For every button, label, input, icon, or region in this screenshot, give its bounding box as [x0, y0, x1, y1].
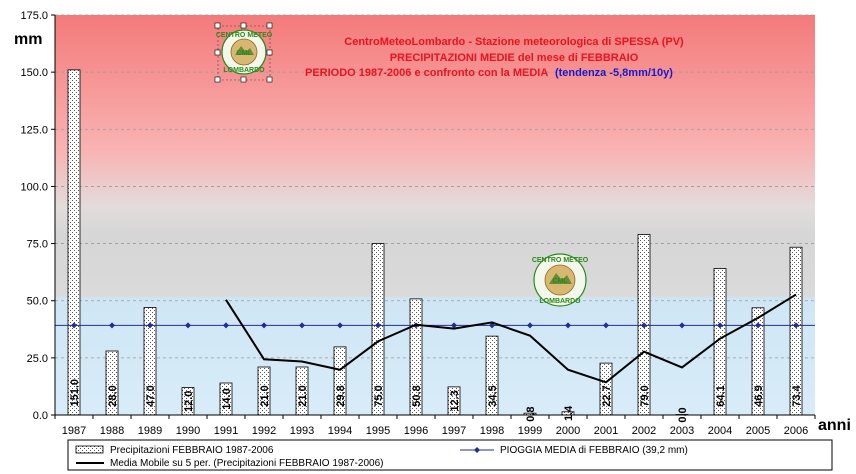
x-tick-label: 2006 [784, 425, 808, 437]
x-tick-label: 1998 [480, 425, 504, 437]
x-tick-label: 1995 [366, 425, 390, 437]
mean-line-marker [71, 322, 77, 329]
mean-line-marker [793, 322, 799, 329]
logo-top-text-3: CML [236, 50, 252, 57]
chart-title-line-2: PRECIPITAZIONI MEDIE del mese di FEBBRAI… [390, 52, 639, 64]
mean-line-marker [261, 322, 267, 329]
mean-line-marker [337, 322, 343, 329]
logo-mid-text-3: CML [552, 278, 568, 285]
logo-top-text-2: LOMBARDO [223, 67, 265, 74]
legend-label-bars: Precipitazioni FEBBRAIO 1987-2006 [110, 445, 274, 456]
mean-line-series [55, 322, 815, 329]
bar-data-label: 47.0 [145, 385, 157, 406]
bar-data-label: 22.7 [601, 385, 613, 406]
legend-box [67, 439, 833, 471]
y-axis-label: mm [14, 31, 42, 48]
mean-line-marker [451, 322, 457, 329]
bar-data-label: 50.8 [411, 385, 423, 406]
y-axis-ticks: 0.0 25.0 50.0 75.0 100.0 125.0 150.0 175.0 [20, 10, 55, 422]
legend-swatch-bars [75, 445, 104, 454]
mean-line-marker [527, 322, 533, 329]
chart-title-period: PERIODO 1987-2006 e confronto con la MED… [305, 67, 548, 79]
x-tick-label: 1999 [518, 425, 542, 437]
x-tick-label: 2002 [632, 425, 656, 437]
y-tick-label: 50.0 [27, 296, 48, 308]
legend-label-moving-average: Media Mobile su 5 per. (Precipitazioni F… [110, 458, 383, 469]
x-tick-label: 1990 [176, 425, 200, 437]
bar-data-label: 79.0 [639, 385, 651, 406]
x-tick-label: 1994 [328, 425, 352, 437]
logo-mid: CENTRO METEO LOMBARDO CML [532, 253, 589, 307]
x-tick-label: 1987 [62, 425, 86, 437]
legend: Precipitazioni FEBBRAIO 1987-2006 PIOGGI… [67, 439, 833, 471]
mean-line-marker [755, 322, 761, 329]
y-tick-label: 25.0 [27, 353, 48, 365]
chart-title-line-1: CentroMeteoLombardo - Stazione meteorolo… [344, 36, 684, 48]
x-tick-label: 1997 [442, 425, 466, 437]
logo-mid-text-2: LOMBARDO [539, 298, 581, 305]
x-tick-label: 2005 [746, 425, 770, 437]
x-axis-label: anni [818, 417, 851, 434]
bar-data-labels: 151.0 28.0 47.0 12.0 14.0 21.0 21.0 29.8 75.0 50.… [69, 379, 803, 423]
x-tick-label: 2000 [556, 425, 580, 437]
bar-data-label: 12.3 [449, 390, 461, 411]
moving-average-series [225, 293, 797, 384]
bar-data-label: 73.4 [791, 384, 803, 406]
y-tick-label: 150.0 [20, 67, 48, 79]
legend-marker-mean [474, 447, 480, 453]
bar-series [67, 69, 803, 416]
mean-line-marker [603, 322, 609, 329]
bar [67, 69, 81, 416]
chart-title-line-3: PERIODO 1987-2006 e confronto con la MED… [305, 67, 673, 79]
x-tick-label: 2003 [670, 425, 694, 437]
bar-data-label: 75.0 [373, 385, 385, 406]
x-tick-label: 2001 [594, 425, 618, 437]
logo-top-text-1: CENTRO METEO [216, 32, 273, 39]
x-tick-label: 1993 [290, 425, 314, 437]
y-tick-label: 0.0 [33, 410, 48, 422]
x-tick-label: 1992 [252, 425, 276, 437]
bar-data-label: 0.8 [525, 406, 537, 421]
bar-data-label: 28.0 [107, 385, 119, 406]
bar-data-label: 151.0 [69, 379, 81, 407]
mean-line-marker [185, 322, 191, 329]
bar-data-label: 29.8 [335, 385, 347, 406]
bar-data-label: 14.0 [221, 388, 233, 409]
trend-note: (tendenza -5,8mm/10y) [555, 67, 673, 79]
mean-line-marker [375, 322, 381, 329]
y-tick-label: 100.0 [20, 181, 48, 193]
bar-data-label: 64.1 [715, 385, 727, 406]
x-tick-label: 2004 [708, 425, 732, 437]
gridlines [55, 14, 815, 359]
logo-top: CENTRO METEO LOMBARDO CML [214, 22, 273, 83]
mean-line-marker [717, 322, 723, 329]
y-tick-label: 125.0 [20, 124, 48, 136]
moving-average-line [225, 293, 797, 384]
x-tick-label: 1988 [100, 425, 124, 437]
mean-line-marker [679, 322, 685, 329]
bar-data-label: 34.5 [487, 385, 499, 406]
mean-line-marker [641, 322, 647, 329]
mean-line-marker [565, 322, 571, 329]
bar-data-label: 21.0 [259, 385, 271, 406]
y-tick-label: 75.0 [27, 239, 48, 251]
x-tick-label: 1996 [404, 425, 428, 437]
mean-line-marker [299, 322, 305, 329]
bar-data-label: 1.4 [563, 405, 575, 421]
logo-mid-text-1: CENTRO METEO [532, 257, 589, 264]
y-tick-label: 175.0 [20, 10, 48, 22]
mean-line-marker [147, 322, 153, 329]
x-tick-label: 1991 [214, 425, 238, 437]
mean-line-marker [109, 322, 115, 329]
x-tick-label: 1989 [138, 425, 162, 437]
bar-data-label: 21.0 [297, 385, 309, 406]
mean-line-marker [223, 322, 229, 329]
x-axis-ticks: 1987 1988 1989 1990 1991 1992 1993 1994 1995 1996… [54, 415, 816, 437]
legend-label-mean: PIOGGIA MEDIA di FEBBRAIO (39,2 mm) [500, 445, 688, 456]
bar-data-label: 46.9 [753, 385, 765, 406]
bar-data-label: 12.0 [183, 391, 195, 412]
plot-background [55, 15, 815, 415]
